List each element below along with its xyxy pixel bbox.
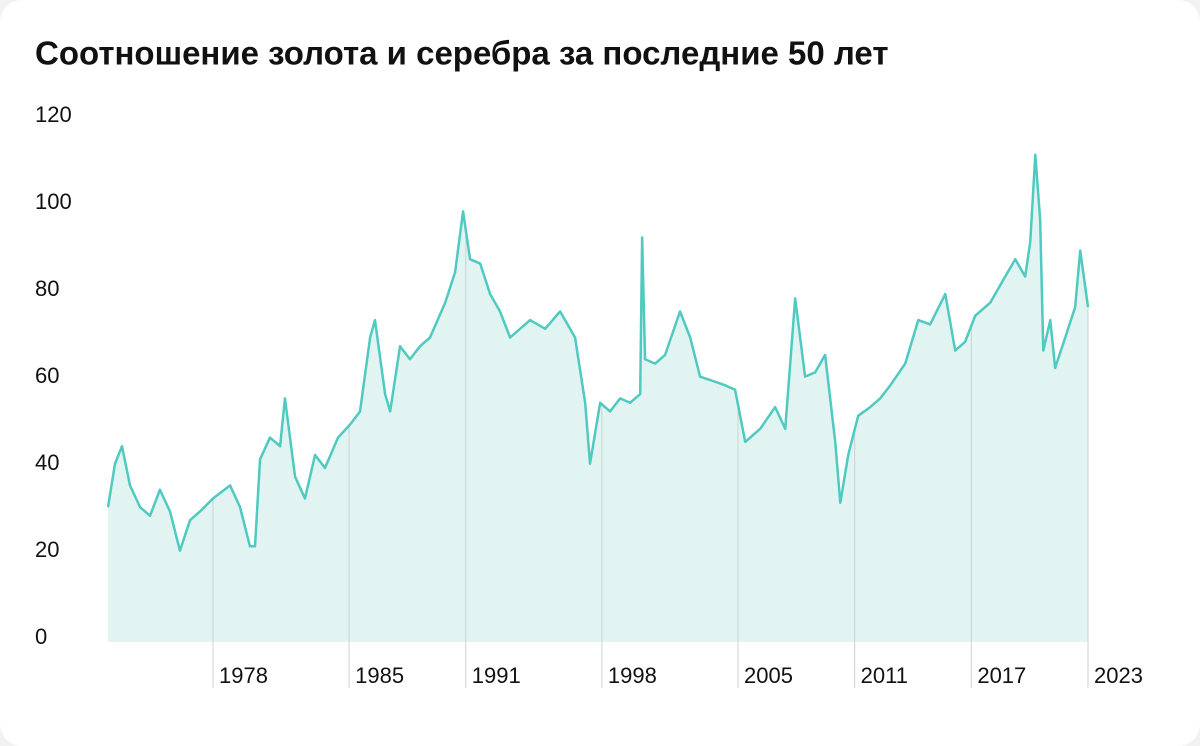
area bbox=[108, 154, 1088, 643]
x-tick-label: 2017 bbox=[977, 663, 1026, 688]
x-tick-label: 1985 bbox=[355, 663, 404, 688]
x-tick-label: 1991 bbox=[472, 663, 521, 688]
x-tick-label: 2023 bbox=[1094, 663, 1143, 688]
chart-title: Соотношение золота и серебра за последни… bbox=[35, 35, 889, 72]
y-tick-label: 100 bbox=[35, 189, 72, 214]
x-tick-label: 2005 bbox=[744, 663, 793, 688]
y-tick-label: 120 bbox=[35, 102, 72, 127]
y-tick-label: 20 bbox=[35, 537, 59, 562]
y-tick-label: 60 bbox=[35, 363, 59, 388]
x-tick-label: 1978 bbox=[219, 663, 268, 688]
x-tick-label: 1998 bbox=[608, 663, 657, 688]
y-tick-label: 40 bbox=[35, 450, 59, 475]
line bbox=[106, 153, 1090, 552]
y-tick-label: 0 bbox=[35, 624, 47, 649]
x-tick-label: 2011 bbox=[861, 663, 908, 688]
y-tick-label: 80 bbox=[35, 276, 59, 301]
